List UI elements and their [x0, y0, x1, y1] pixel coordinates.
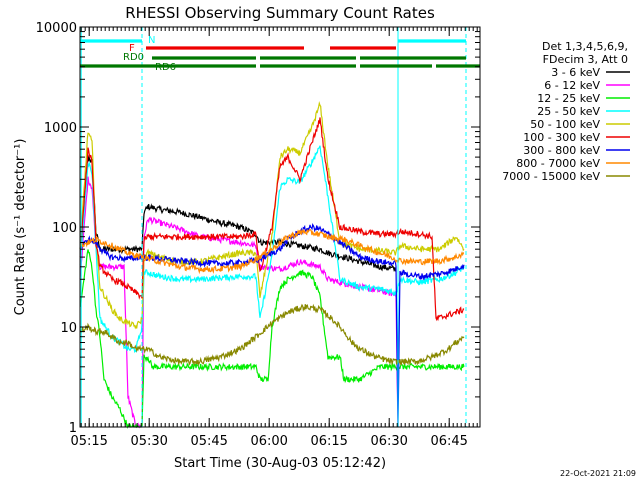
timestamp: 22-Oct-2021 21:09	[560, 469, 636, 478]
y-axis-label: Count Rate (s⁻¹ detector⁻¹)	[13, 139, 28, 316]
series-line-3-6-kev	[79, 155, 397, 273]
legend-label: 12 - 25 keV	[537, 92, 600, 105]
series-line-100-300-kev	[79, 117, 465, 322]
legend-title-line: Det 1,3,4,5,6,9,	[542, 40, 628, 53]
legend-label: 50 - 100 keV	[530, 118, 600, 131]
x-tick-label: 06:30	[370, 434, 407, 449]
legend-label: 3 - 6 keV	[551, 66, 600, 79]
legend-label: 25 - 50 keV	[537, 105, 600, 118]
legend-label: 300 - 800 keV	[523, 144, 600, 157]
y-tick-label: 100	[52, 221, 77, 236]
chart-title: RHESSI Observing Summary Count Rates	[125, 4, 435, 22]
series-line-800-7000-kev	[79, 228, 464, 275]
flag-label-rd6: RD6	[155, 62, 176, 73]
legend-label: 100 - 300 keV	[523, 131, 600, 144]
series-line-6-12-kev	[79, 176, 399, 429]
x-tick-label: 05:45	[190, 434, 227, 449]
flag-label-n: N	[148, 35, 155, 46]
y-tick-label: 1	[69, 421, 77, 436]
series-line-50-100-kev	[79, 100, 465, 330]
flag-label-rd0: RD0	[123, 52, 144, 63]
x-tick-label: 06:00	[250, 434, 287, 449]
x-axis-label: Start Time (30-Aug-03 05:12:42)	[174, 456, 386, 471]
x-tick-label: 05:15	[70, 434, 107, 449]
series-line-12-25-kev	[79, 249, 465, 429]
axes-layer: 1 10 100 1000 10000 05:15 05:30 05:45 06:00 06:15…	[36, 21, 481, 449]
legend-label: 6 - 12 keV	[544, 79, 600, 92]
plot-lines-layer	[79, 27, 467, 429]
legend: Det 1,3,4,5,6,9,FDecim 3, Att 03 - 6 keV…	[502, 40, 630, 183]
legend-label: 800 - 7000 keV	[516, 157, 600, 170]
x-tick-label: 06:15	[310, 434, 347, 449]
x-tick-label: 06:45	[430, 434, 467, 449]
legend-title-line: FDecim 3, Att 0	[543, 53, 628, 66]
series-line-7000-15000-kev	[79, 303, 465, 367]
y-tick-label: 1000	[44, 121, 77, 136]
x-tick-label: 05:30	[130, 434, 167, 449]
legend-label: 7000 - 15000 keV	[502, 170, 600, 183]
flag-label-f: F	[129, 43, 135, 54]
y-tick-label: 10000	[36, 21, 77, 36]
y-tick-label: 10	[60, 321, 77, 336]
